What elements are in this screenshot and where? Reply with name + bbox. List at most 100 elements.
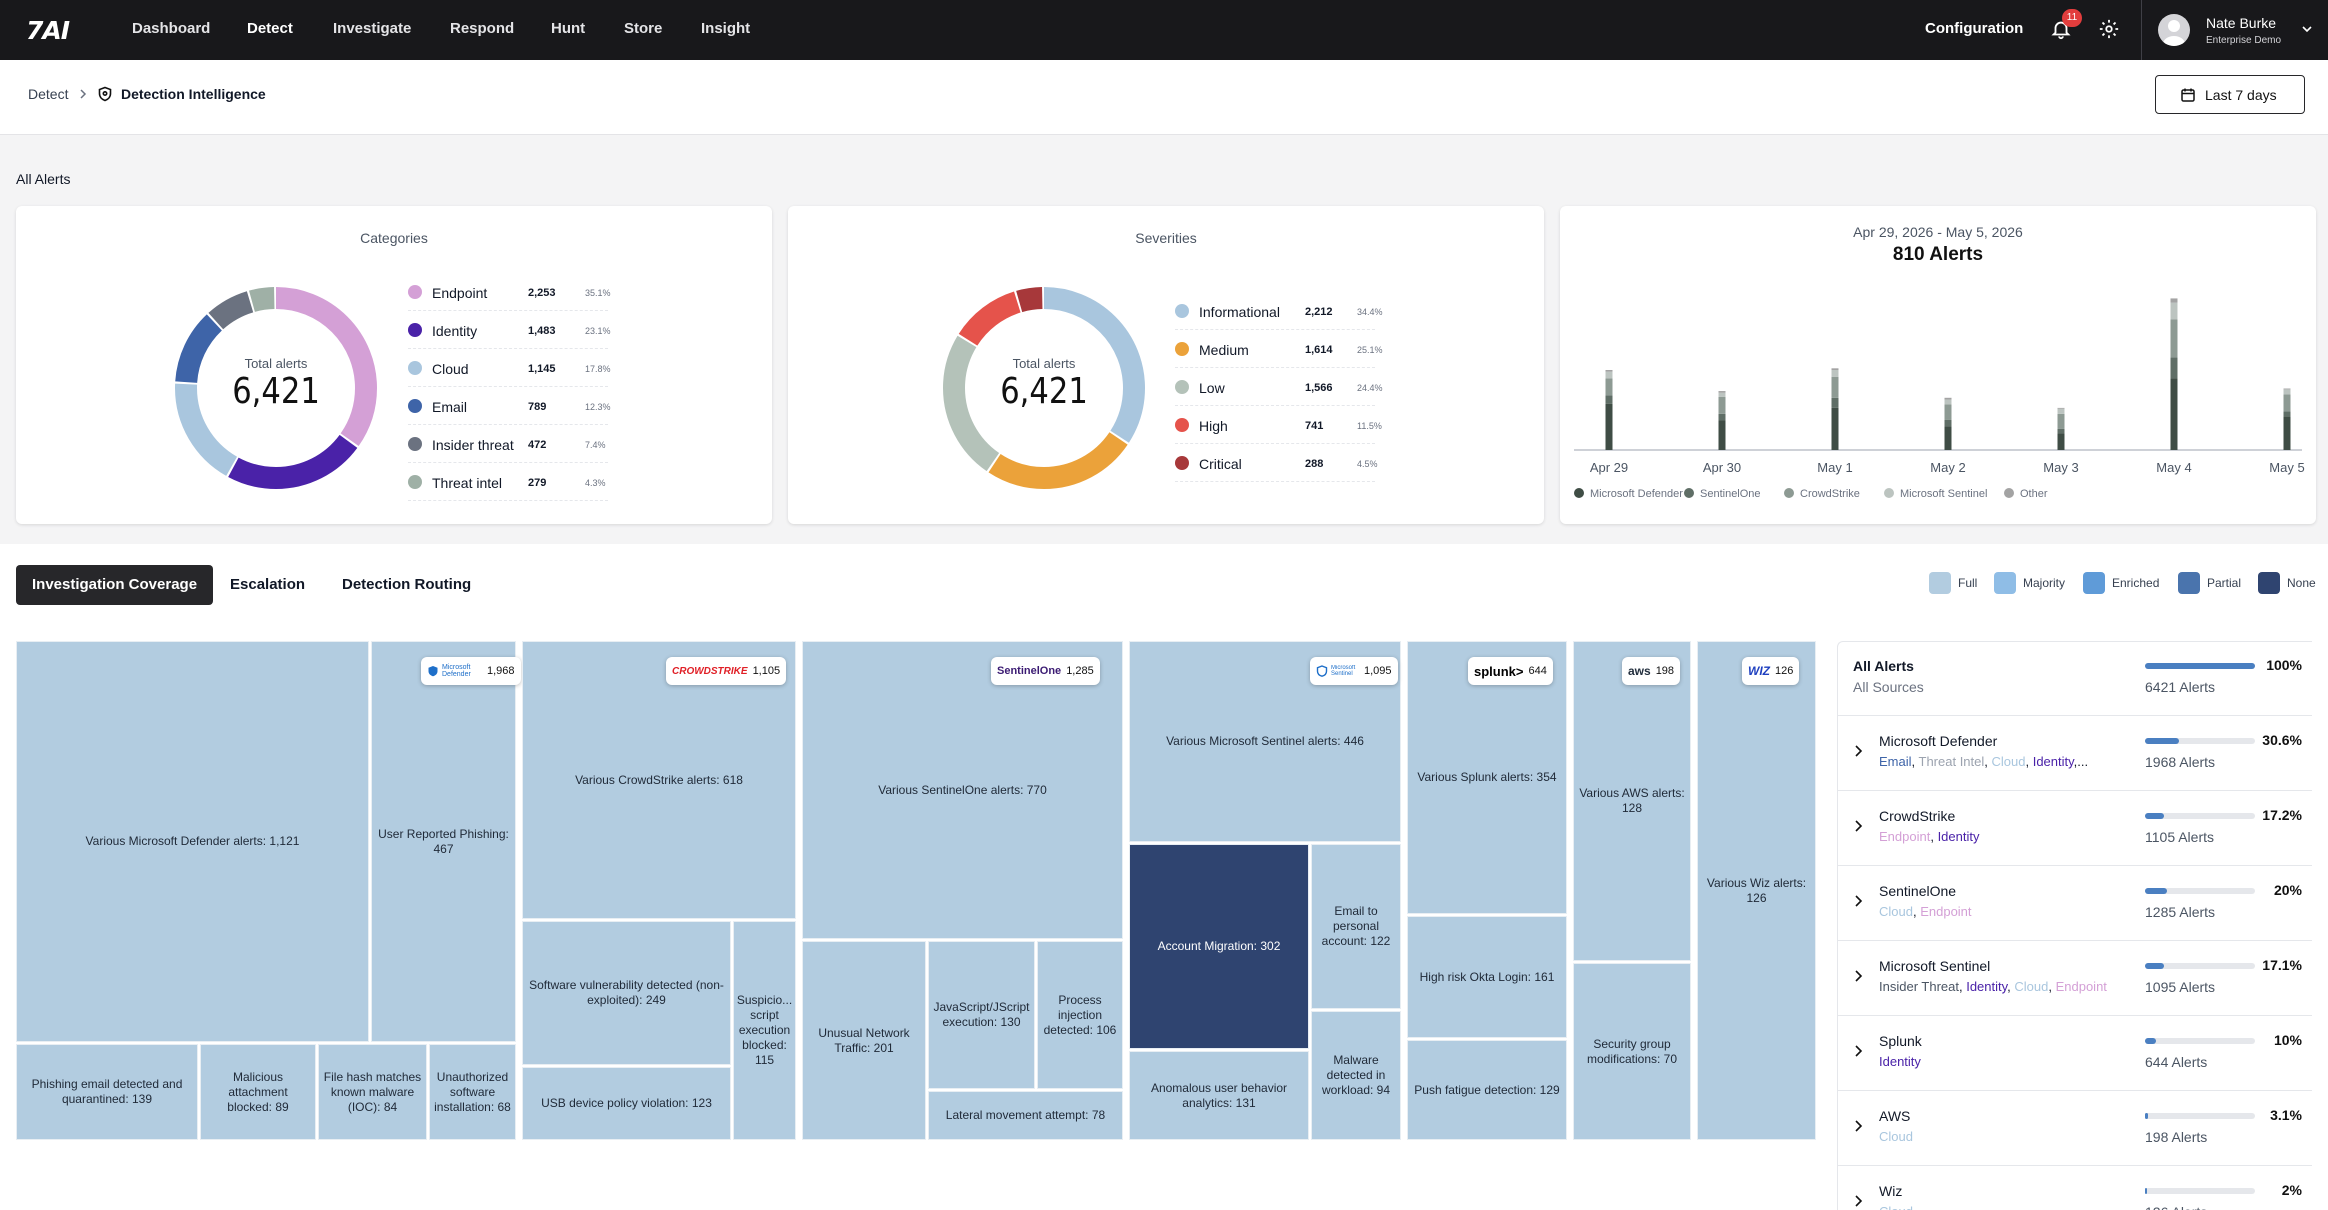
chevron-down-icon[interactable] bbox=[2300, 22, 2314, 36]
bar-segment[interactable] bbox=[1718, 391, 1726, 393]
nav-hunt[interactable]: Hunt bbox=[551, 20, 586, 37]
treemap-cell[interactable]: Malware detected in workload: 94 bbox=[1311, 1011, 1401, 1140]
source-row[interactable]: AWS Cloud 3.1% 198 Alerts bbox=[1837, 1091, 2312, 1166]
source-row[interactable]: CrowdStrike Endpoint, Identity 17.2% 110… bbox=[1837, 791, 2312, 866]
bar-segment[interactable] bbox=[2283, 388, 2291, 390]
bar-segment[interactable] bbox=[1718, 420, 1726, 450]
date-range-button[interactable]: Last 7 days bbox=[2155, 75, 2305, 114]
bar-segment[interactable] bbox=[1605, 371, 1613, 379]
bar-segment[interactable] bbox=[2283, 389, 2291, 395]
treemap-cell[interactable]: Anomalous user behavior analytics: 131 bbox=[1129, 1051, 1309, 1140]
bar-segment[interactable] bbox=[2057, 407, 2065, 409]
treemap-cell[interactable]: Push fatigue detection: 129 bbox=[1407, 1040, 1567, 1140]
bar-segment[interactable] bbox=[1944, 399, 1952, 405]
treemap-cell[interactable]: Phishing email detected and quarantined:… bbox=[16, 1044, 198, 1140]
bar-segment[interactable] bbox=[2057, 433, 2065, 450]
bar-segment[interactable] bbox=[2170, 357, 2178, 379]
treemap-cell[interactable]: User Reported Phishing: 467 bbox=[371, 641, 516, 1042]
bar-segment[interactable] bbox=[1944, 397, 1952, 400]
chevron-right-icon[interactable] bbox=[1853, 744, 1865, 758]
chevron-right-icon[interactable] bbox=[1853, 1194, 1865, 1208]
legend-row[interactable]: Cloud 1,145 17.8% bbox=[408, 349, 611, 387]
tab-escalation[interactable]: Escalation bbox=[230, 576, 306, 593]
treemap-cell[interactable]: Process injection detected: 106 bbox=[1037, 941, 1123, 1089]
legend-row[interactable]: Threat intel 279 4.3% bbox=[408, 463, 608, 501]
nav-insight[interactable]: Insight bbox=[701, 20, 751, 37]
treemap-cell[interactable]: Various AWS alerts: 128 bbox=[1573, 641, 1691, 961]
bar-segment[interactable] bbox=[1831, 370, 1839, 377]
treemap-cell[interactable]: Malicious attachment blocked: 89 bbox=[200, 1044, 316, 1140]
treemap-cell[interactable]: Lateral movement attempt: 78 bbox=[928, 1091, 1123, 1140]
nav-dashboard[interactable]: Dashboard bbox=[132, 20, 211, 37]
treemap-cell[interactable]: High risk Okta Login: 161 bbox=[1407, 916, 1567, 1038]
nav-store[interactable]: Store bbox=[624, 20, 663, 37]
treemap-cell[interactable]: Various SentinelOne alerts: 770 bbox=[802, 641, 1123, 939]
bar-segment[interactable] bbox=[2283, 394, 2291, 412]
bar-segment[interactable] bbox=[2057, 408, 2065, 414]
bar-segment[interactable] bbox=[2057, 428, 2065, 434]
source-row[interactable]: Wiz Cloud 2% 126 Alerts bbox=[1837, 1166, 2312, 1210]
source-row[interactable]: Microsoft Sentinel Insider Threat, Ident… bbox=[1837, 941, 2312, 1016]
nav-detect[interactable]: Detect bbox=[247, 20, 293, 37]
donut-slice[interactable] bbox=[943, 287, 1145, 489]
bar-segment[interactable] bbox=[1605, 395, 1613, 404]
nav-respond[interactable]: Respond bbox=[450, 20, 515, 37]
treemap-cell[interactable]: File hash matches known malware (IOC): 8… bbox=[318, 1044, 427, 1140]
source-row[interactable]: SentinelOne Cloud, Endpoint 20% 1285 Ale… bbox=[1837, 866, 2312, 941]
nav-investigate[interactable]: Investigate bbox=[333, 20, 412, 37]
bar-segment[interactable] bbox=[1718, 413, 1726, 421]
bar-segment[interactable] bbox=[2170, 319, 2178, 358]
donut-slice[interactable] bbox=[943, 287, 1145, 489]
bar-segment[interactable] bbox=[2283, 411, 2291, 417]
treemap-cell[interactable]: USB device policy violation: 123 bbox=[522, 1067, 731, 1140]
treemap-cell[interactable]: Software vulnerability detected (non-exp… bbox=[522, 921, 731, 1065]
avatar[interactable] bbox=[2158, 14, 2190, 46]
chevron-right-icon[interactable] bbox=[1853, 1119, 1865, 1133]
bar-segment[interactable] bbox=[2057, 413, 2065, 429]
donut-slice[interactable] bbox=[943, 287, 1145, 489]
treemap-cell[interactable]: Various Wiz alerts: 126 bbox=[1697, 641, 1816, 1140]
treemap-cell[interactable]: Various Microsoft Defender alerts: 1,121 bbox=[16, 641, 369, 1042]
treemap-cell[interactable]: Email to personal account: 122 bbox=[1311, 844, 1401, 1009]
bar-segment[interactable] bbox=[1944, 419, 1952, 427]
legend-row[interactable]: Low 1,566 24.4% bbox=[1175, 368, 1383, 406]
legend-row[interactable]: High 741 11.5% bbox=[1175, 406, 1382, 444]
tab-investigation-coverage[interactable]: Investigation Coverage bbox=[16, 565, 214, 605]
legend-row[interactable]: Medium 1,614 25.1% bbox=[1175, 330, 1383, 368]
legend-row[interactable]: Critical 288 4.5% bbox=[1175, 444, 1378, 482]
bar-segment[interactable] bbox=[1831, 407, 1839, 450]
treemap-cell[interactable]: JavaScript/JScript execution: 130 bbox=[928, 941, 1035, 1089]
treemap-cell[interactable]: Account Migration: 302 bbox=[1129, 844, 1309, 1049]
bar-segment[interactable] bbox=[1831, 368, 1839, 370]
bar-segment[interactable] bbox=[2283, 416, 2291, 450]
breadcrumb-detect[interactable]: Detect bbox=[28, 86, 69, 102]
legend-row[interactable]: Identity 1,483 23.1% bbox=[408, 311, 611, 349]
user-name[interactable]: Nate Burke bbox=[2206, 15, 2277, 31]
treemap-cell[interactable]: Various Splunk alerts: 354 bbox=[1407, 641, 1567, 914]
bar-segment[interactable] bbox=[2170, 378, 2178, 450]
bar-segment[interactable] bbox=[1718, 392, 1726, 397]
legend-row[interactable]: Informational 2,212 34.4% bbox=[1175, 292, 1383, 330]
bar-segment[interactable] bbox=[1944, 426, 1952, 450]
tab-detection-routing[interactable]: Detection Routing bbox=[342, 576, 472, 593]
donut-slice[interactable] bbox=[175, 287, 377, 489]
bar-segment[interactable] bbox=[1944, 404, 1952, 420]
bar-segment[interactable] bbox=[2170, 298, 2178, 303]
chevron-right-icon[interactable] bbox=[1853, 894, 1865, 908]
legend-row[interactable]: Insider threat 472 7.4% bbox=[408, 425, 608, 463]
gear-icon[interactable] bbox=[2098, 18, 2120, 40]
bar-segment[interactable] bbox=[1831, 397, 1839, 408]
treemap-cell[interactable]: Unauthorized software installation: 68 bbox=[429, 1044, 516, 1140]
bar-segment[interactable] bbox=[1831, 376, 1839, 398]
bar-segment[interactable] bbox=[1605, 403, 1613, 450]
app-logo[interactable]: 7AI bbox=[26, 16, 70, 45]
treemap-cell[interactable]: Unusual Network Traffic: 201 bbox=[802, 941, 926, 1140]
chevron-right-icon[interactable] bbox=[1853, 1044, 1865, 1058]
donut-slice[interactable] bbox=[175, 287, 377, 489]
source-row-all[interactable]: All Alerts All Sources 100% 6421 Alerts bbox=[1837, 641, 2312, 716]
treemap-cell[interactable]: Various CrowdStrike alerts: 618 bbox=[522, 641, 796, 919]
legend-row[interactable]: Email 789 12.3% bbox=[408, 387, 611, 425]
treemap-cell[interactable]: Suspicio... script execution blocked: 11… bbox=[733, 921, 796, 1140]
chevron-right-icon[interactable] bbox=[1853, 819, 1865, 833]
bar-segment[interactable] bbox=[1605, 370, 1613, 372]
